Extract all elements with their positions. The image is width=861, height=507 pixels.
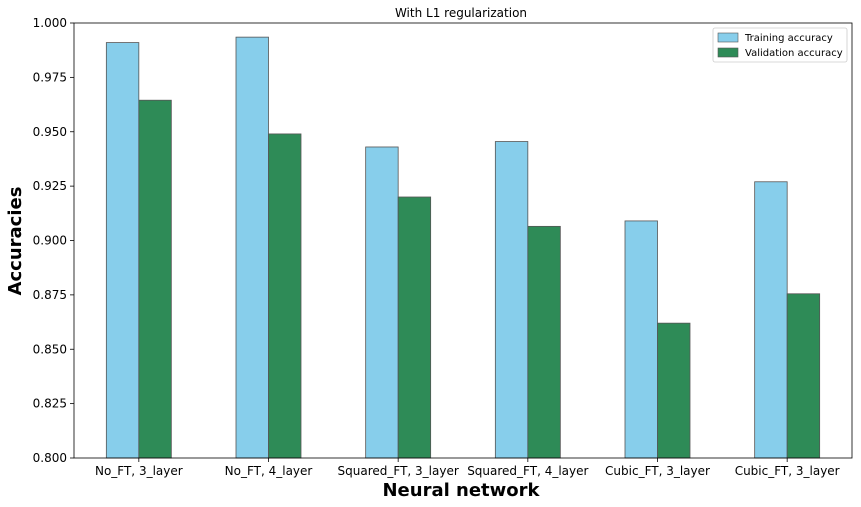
- bar-validation-4: [657, 322, 691, 459]
- bar-validation-0: [138, 99, 172, 459]
- x-tick-label: Cubic_FT, 3_layer: [735, 464, 840, 478]
- bar-training-5: [754, 181, 788, 459]
- legend-swatch-validation: [717, 47, 739, 58]
- y-tick-label: 1.000: [33, 16, 67, 30]
- x-tick-label: No_FT, 3_layer: [95, 464, 183, 478]
- y-tick-label: 0.900: [33, 234, 67, 248]
- bars-layer: [105, 36, 821, 459]
- legend-frame: [712, 27, 848, 63]
- y-tick-label: 0.850: [33, 342, 67, 356]
- bar-training-1: [235, 36, 269, 459]
- y-tick-label: 0.800: [33, 451, 67, 465]
- bar-validation-5: [786, 293, 821, 459]
- legend-label-training: Training accuracy: [744, 33, 833, 44]
- x-axis-title: Neural network: [382, 480, 540, 501]
- legend-swatch-training: [717, 32, 739, 43]
- bar-validation-3: [527, 225, 561, 459]
- y-tick-label: 0.825: [33, 397, 67, 411]
- bar-training-3: [494, 141, 529, 459]
- plot-frame: [73, 22, 853, 459]
- chart-title: With L1 regularization: [395, 6, 527, 20]
- x-tick-label: Cubic_FT, 3_layer: [605, 464, 710, 478]
- bar-training-0: [105, 42, 140, 459]
- y-tick-label: 0.975: [33, 70, 67, 84]
- axes-layer: 0.800 0.825 0.850 0.875 0.900 0.925 0.950 0.975…: [33, 16, 853, 478]
- bar-training-2: [365, 146, 399, 459]
- x-tick-label: Squared_FT, 3_layer: [338, 464, 459, 478]
- y-axis-title: Accuracies: [5, 187, 26, 296]
- bar-validation-1: [268, 133, 302, 459]
- legend: Training accuracy Validation accuracy: [712, 27, 848, 63]
- y-tick-label: 0.875: [33, 288, 67, 302]
- y-tick-label: 0.925: [33, 179, 67, 193]
- bar-validation-2: [397, 196, 432, 459]
- bar-training-4: [624, 220, 658, 459]
- y-tick-label: 0.950: [33, 125, 67, 139]
- legend-label-validation: Validation accuracy: [745, 48, 843, 59]
- x-tick-label: No_FT, 4_layer: [225, 464, 313, 478]
- x-tick-label: Squared_FT, 4_layer: [467, 464, 588, 478]
